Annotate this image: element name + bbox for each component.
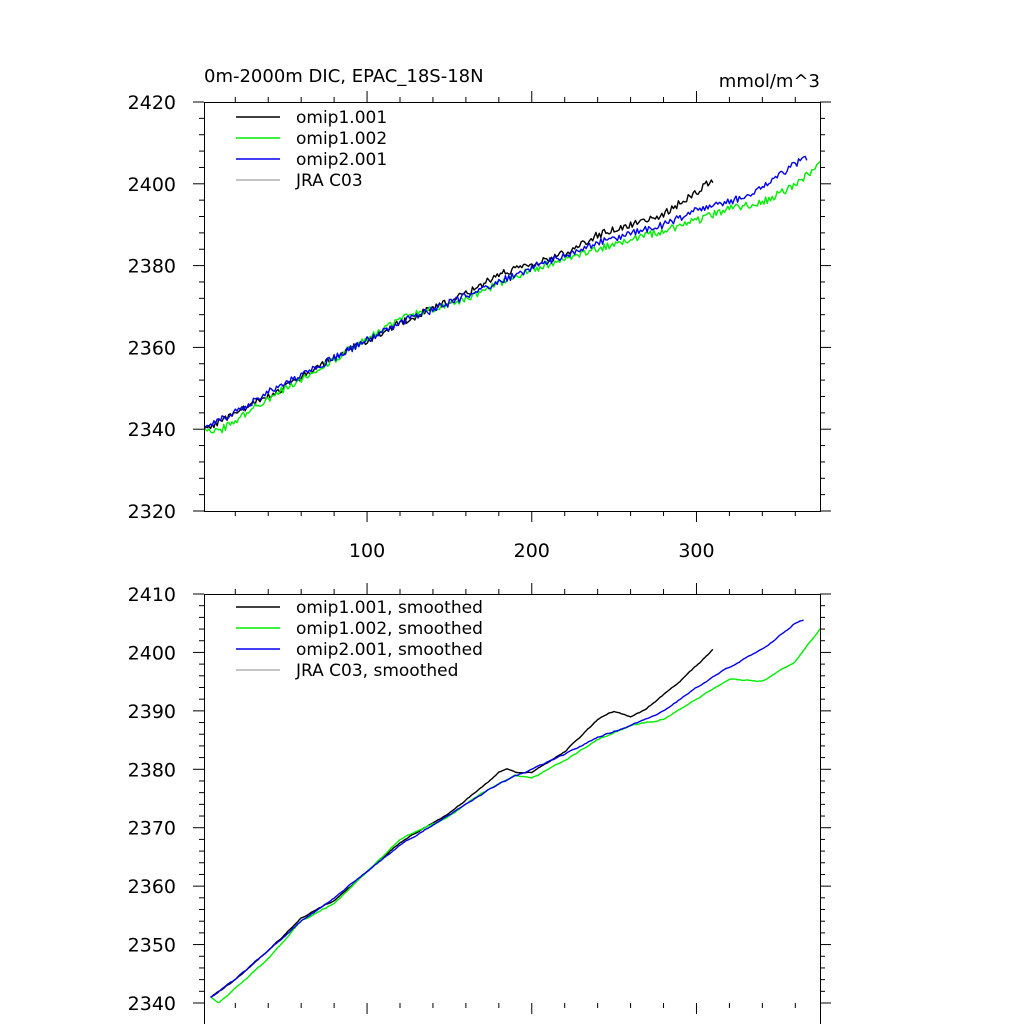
top-chart-plot-frame [204, 102, 821, 512]
bottom-chart-plot-frame [204, 594, 821, 1024]
bottom-chart-series-omip1-002-smoothed [210, 628, 820, 1003]
top-chart-legend-label-omip2-001: omip2.001 [296, 150, 387, 170]
bottom-chart-series-omip1-001-smoothed [210, 648, 714, 998]
top-chart-legend-label-omip1-002: omip1.002 [296, 129, 387, 149]
bottom-chart-series-layer [210, 619, 820, 1003]
top-chart-units-label: mmol/m^3 [719, 71, 820, 92]
top-chart-series-omip2-001 [204, 155, 808, 431]
bottom-chart-legend-label-omip2-001-smoothed: omip2.001, smoothed [296, 640, 483, 660]
top-chart-y-tick-label: 2380 [128, 256, 176, 278]
top-chart-x-tick-label: 100 [349, 540, 385, 562]
bottom-chart-legend-label-jra-c03-smoothed: JRA C03, smoothed [295, 661, 458, 681]
top-chart-legend-label-omip1-001: omip1.001 [296, 108, 387, 128]
top-chart-y-tick-label: 2340 [128, 419, 176, 441]
bottom-chart-series-omip2-001-smoothed [210, 619, 804, 998]
bottom-chart-y-tick-label: 2390 [128, 701, 176, 723]
bottom-chart-y-tick-label: 2380 [128, 759, 176, 781]
bottom-chart-legend-label-omip1-002-smoothed: omip1.002, smoothed [296, 619, 483, 639]
bottom-chart-y-tick-label: 2370 [128, 818, 176, 840]
top-chart-panel: 0m-2000m DIC, EPAC_18S-18N mmol/m^3 2320… [128, 66, 831, 562]
top-chart-y-tick-label: 2420 [128, 92, 176, 114]
bottom-chart-y-tick-label: 2340 [128, 993, 176, 1015]
top-chart-y-tick-label: 2360 [128, 337, 176, 359]
top-chart-legend-label-jra-c03: JRA C03 [295, 171, 363, 191]
bottom-chart-y-tick-label: 2400 [128, 642, 176, 664]
top-chart-x-tick-label: 300 [678, 540, 714, 562]
bottom-chart-y-tick-label: 2360 [128, 876, 176, 898]
top-chart-series-omip1-002 [204, 160, 820, 434]
top-chart-ticks: 2320 2340 2360 2380 2400 2420 100 200 300 [128, 91, 831, 562]
bottom-chart-ticks: 2340 2350 2360 2370 2380 2390 2400 2410 [128, 583, 831, 1015]
top-chart-x-tick-label: 200 [514, 540, 550, 562]
top-chart-y-tick-label: 2400 [128, 174, 176, 196]
bottom-chart-panel: 2340 2350 2360 2370 2380 2390 2400 2410 omip1.0… [128, 583, 831, 1024]
top-chart-y-tick-label: 2320 [128, 501, 176, 523]
top-chart-title: 0m-2000m DIC, EPAC_18S-18N [204, 66, 484, 87]
bottom-chart-y-tick-label: 2410 [128, 584, 176, 606]
top-chart-series-layer [204, 155, 820, 434]
bottom-chart-legend-label-omip1-001-smoothed: omip1.001, smoothed [296, 598, 483, 618]
bottom-chart-y-tick-label: 2350 [128, 935, 176, 957]
